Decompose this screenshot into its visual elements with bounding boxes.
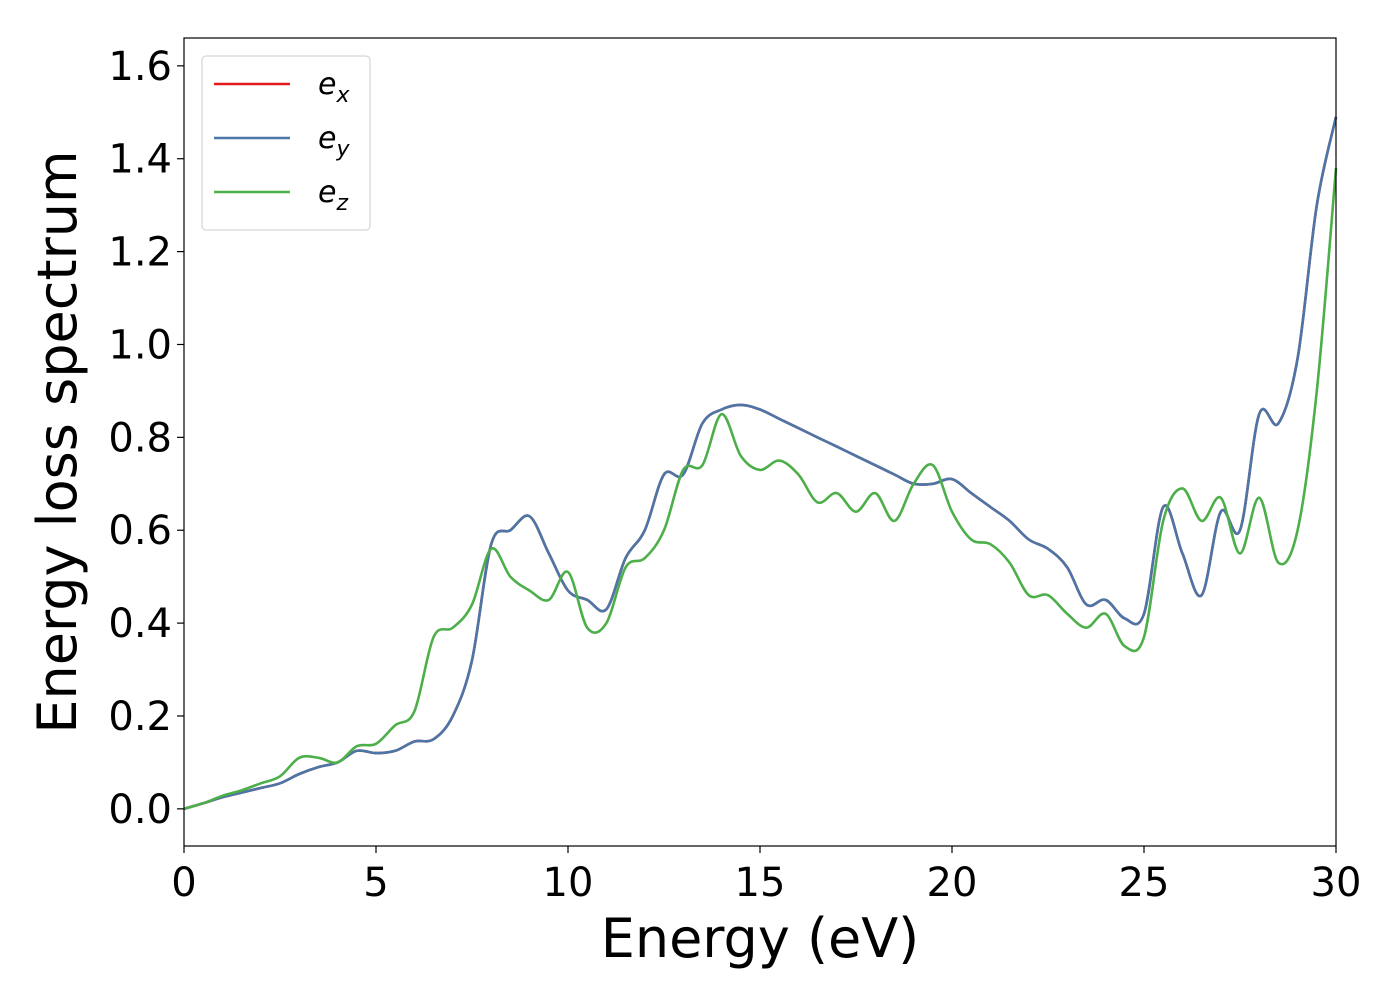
- y-tick-label: 0.4: [108, 601, 172, 647]
- x-tick-label: 20: [927, 860, 978, 906]
- y-tick-label: 0.0: [108, 787, 172, 833]
- x-tick-label: 25: [1119, 860, 1170, 906]
- series-line-z: [183, 167, 1338, 811]
- x-tick-label: 5: [363, 860, 388, 906]
- y-tick-label: 1.2: [108, 230, 172, 276]
- x-tick-label: 30: [1311, 860, 1362, 906]
- y-axis-label: Energy loss spectrum: [26, 150, 89, 733]
- legend-label-z: ez: [318, 175, 348, 216]
- y-axis-ticks: 0.0 0.2 0.4 0.6 0.8 1.0 1.2 1.4 1.6: [108, 44, 184, 833]
- y-tick-label: 0.6: [108, 508, 172, 554]
- y-tick-label: 1.6: [108, 44, 172, 90]
- series-line-y: [183, 116, 1338, 811]
- legend-label-x: ex: [318, 67, 350, 108]
- y-tick-label: 0.2: [108, 694, 172, 740]
- x-axis-label: Energy (eV): [601, 907, 920, 970]
- y-tick-label: 0.8: [108, 415, 172, 461]
- y-tick-label: 1.4: [108, 137, 172, 183]
- x-tick-label: 15: [735, 860, 786, 906]
- legend-label-y: ey: [318, 121, 350, 162]
- legend-box: [201, 55, 371, 231]
- legend: ex ey ez: [201, 55, 371, 231]
- x-axis-ticks: 0 5 10 15 20 25 30: [171, 846, 1361, 906]
- y-tick-label: 1.0: [108, 322, 172, 368]
- x-tick-label: 0: [171, 860, 196, 906]
- series-layer: [183, 116, 1338, 811]
- x-tick-label: 10: [543, 860, 594, 906]
